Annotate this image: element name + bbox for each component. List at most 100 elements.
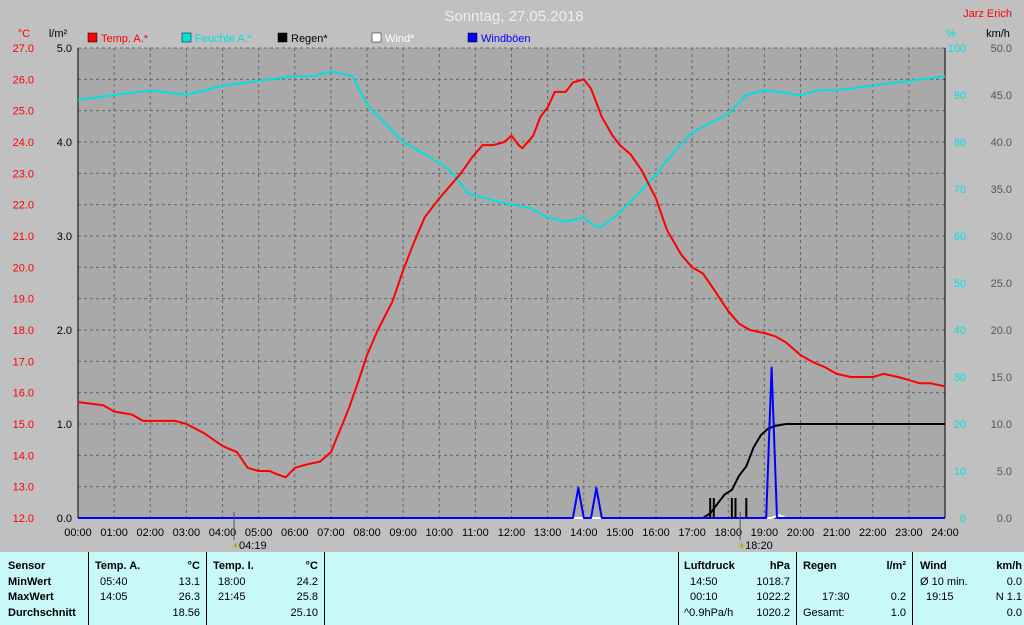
pressure-max-value: 1022.2 bbox=[756, 591, 790, 603]
series-line bbox=[78, 423, 945, 519]
rain-total-value: 1.0 bbox=[890, 607, 906, 619]
rain-tick-label: 1.0 bbox=[57, 419, 72, 431]
wind-tick-label: 25.0 bbox=[991, 278, 1012, 290]
rain-tick-label: 0.0 bbox=[57, 513, 72, 525]
hum-tick-label: 20 bbox=[954, 419, 966, 431]
x-tick-label: 03:00 bbox=[173, 527, 201, 539]
pressure-max-time: 00:10 bbox=[690, 591, 718, 603]
x-tick-label: 05:00 bbox=[245, 527, 273, 539]
rain-tick-label: 3.0 bbox=[57, 231, 72, 243]
pressure-avg-value: 1020.2 bbox=[756, 607, 790, 619]
temp-a-min-value: 13.1 bbox=[178, 576, 200, 588]
sunset-label: 18:20 bbox=[745, 540, 773, 552]
x-tick-label: 11:00 bbox=[462, 527, 489, 539]
temp-tick-label: 22.0 bbox=[13, 200, 34, 212]
wind-tick-label: 10.0 bbox=[991, 419, 1012, 431]
temp-i-header: Temp. I. bbox=[213, 560, 254, 572]
x-tick-label: 00:00 bbox=[64, 527, 92, 539]
series-line bbox=[77, 70, 946, 228]
wind-tick-label: 5.0 bbox=[997, 466, 1012, 478]
rain-unit-label: l/m² bbox=[49, 28, 68, 40]
temp-tick-label: 14.0 bbox=[13, 450, 34, 462]
temp-i-avg-value: 25.10 bbox=[290, 607, 318, 619]
series-line bbox=[77, 78, 946, 479]
hum-tick-label: 50 bbox=[954, 278, 966, 290]
temp-tick-label: 18.0 bbox=[13, 325, 34, 337]
temp-tick-label: 16.0 bbox=[13, 388, 34, 400]
sensor-header: Sensor bbox=[8, 560, 46, 572]
legend-swatch bbox=[87, 32, 98, 43]
temp-tick-label: 13.0 bbox=[13, 482, 34, 494]
legend-label: Windböen bbox=[481, 33, 531, 45]
temp-tick-label: 25.0 bbox=[13, 106, 34, 118]
wind-max-time: 19:15 bbox=[926, 591, 954, 603]
rain-max-time: 17:30 bbox=[822, 591, 850, 603]
legend-swatch bbox=[181, 32, 192, 43]
hum-tick-label: 60 bbox=[954, 231, 966, 243]
weather-chart: Sonntag, 27.05.2018 Jarz Erich °C l/m²% km/h… bbox=[0, 0, 1024, 552]
divider bbox=[88, 552, 89, 625]
chart-canvas: Sonntag, 27.05.2018 Jarz Erich °C l/m²% km/h… bbox=[0, 0, 1024, 552]
legend-swatch bbox=[467, 32, 478, 43]
hum-tick-label: 0 bbox=[960, 513, 966, 525]
hum-unit-label: % bbox=[946, 28, 956, 40]
sunrise-label: 04:19 bbox=[239, 540, 267, 552]
pressure-unit: hPa bbox=[769, 560, 790, 572]
temp-tick-label: 23.0 bbox=[13, 168, 34, 180]
temp-tick-label: 20.0 bbox=[13, 262, 34, 274]
x-tick-label: 10:00 bbox=[425, 527, 453, 539]
x-tick-label: 16:00 bbox=[642, 527, 670, 539]
legend-label: Temp. A.* bbox=[101, 33, 149, 45]
wind-tick-label: 0.0 bbox=[997, 513, 1012, 525]
wind-min-value: 0.0 bbox=[1006, 607, 1022, 619]
rain-total-label: Gesamt: bbox=[803, 607, 845, 619]
hum-tick-label: 100 bbox=[948, 43, 966, 55]
divider bbox=[678, 552, 679, 625]
x-tick-label: 21:00 bbox=[823, 527, 851, 539]
temp-i-min-value: 24.2 bbox=[296, 576, 318, 588]
wind-tick-label: 20.0 bbox=[991, 325, 1012, 337]
temp-tick-label: 27.0 bbox=[13, 43, 34, 55]
pressure-min-value: 1018.7 bbox=[756, 576, 790, 588]
wind-avg-label: Ø 10 min. bbox=[920, 576, 968, 588]
temp-a-max-value: 26.3 bbox=[178, 591, 200, 603]
legend-swatch bbox=[277, 32, 288, 43]
temp-tick-label: 24.0 bbox=[13, 137, 34, 149]
temp-i-max-time: 21:45 bbox=[218, 591, 246, 603]
rain-tick-label: 2.0 bbox=[57, 325, 72, 337]
x-tick-label: 13:00 bbox=[534, 527, 562, 539]
x-tick-label: 06:00 bbox=[281, 527, 309, 539]
temp-i-max-value: 25.8 bbox=[296, 591, 318, 603]
temp-tick-label: 12.0 bbox=[13, 513, 34, 525]
temp-tick-label: 19.0 bbox=[13, 294, 34, 306]
x-tick-label: 04:00 bbox=[209, 527, 237, 539]
x-tick-label: 12:00 bbox=[498, 527, 526, 539]
temp-unit-label: °C bbox=[18, 28, 30, 40]
rain-header: Regen bbox=[803, 560, 837, 572]
rain-tick-label: 4.0 bbox=[57, 137, 72, 149]
wind-tick-label: 15.0 bbox=[991, 372, 1012, 384]
hum-tick-label: 40 bbox=[954, 325, 966, 337]
sunrise-icon: ☀ bbox=[231, 541, 240, 552]
pressure-min-time: 14:50 bbox=[690, 576, 718, 588]
row-label-max: MaxWert bbox=[8, 591, 54, 603]
row-label-avg: Durchschnitt bbox=[8, 607, 76, 619]
x-tick-label: 02:00 bbox=[136, 527, 164, 539]
temp-tick-label: 21.0 bbox=[13, 231, 34, 243]
x-tick-label: 15:00 bbox=[606, 527, 634, 539]
legend-swatch bbox=[371, 32, 382, 43]
pressure-header: Luftdruck bbox=[684, 560, 735, 572]
legend-label: Regen* bbox=[291, 33, 328, 45]
rain-max-value: 0.2 bbox=[890, 591, 906, 603]
legend-label: Wind* bbox=[385, 33, 415, 45]
wind-unit-label: km/h bbox=[986, 28, 1010, 40]
temp-a-header: Temp. A. bbox=[95, 560, 141, 572]
rain-tick-label: 5.0 bbox=[57, 43, 72, 55]
temp-tick-label: 15.0 bbox=[13, 419, 34, 431]
wind-unit: km/h bbox=[996, 560, 1022, 572]
temp-a-min-time: 05:40 bbox=[100, 576, 128, 588]
series-line bbox=[78, 366, 945, 519]
wind-tick-label: 40.0 bbox=[991, 137, 1012, 149]
row-label-min: MinWert bbox=[8, 576, 52, 588]
rain-unit: l/m² bbox=[886, 560, 906, 572]
